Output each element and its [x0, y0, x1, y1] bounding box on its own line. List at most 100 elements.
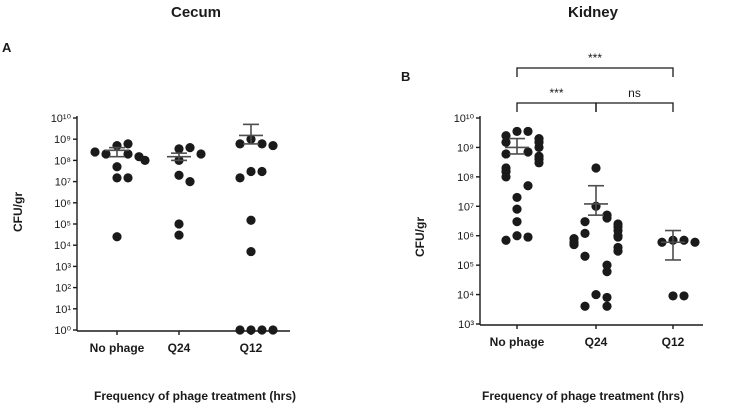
panel-a-data-point	[174, 230, 184, 240]
panel-a-x-axis-label: Frequency of phage treatment (hrs)	[94, 389, 296, 403]
panel-a-y-axis-label: CFU/gr	[11, 192, 25, 232]
panel-b-data-point	[523, 147, 533, 157]
panel-b-data-point	[602, 267, 612, 277]
panel-a-points	[90, 134, 278, 335]
panel-a-data-point	[123, 173, 133, 183]
panel-a-data-point	[101, 149, 111, 159]
panel-a-data-point	[112, 232, 122, 242]
panel-b-title: Kidney	[568, 4, 619, 21]
panel-a-data-point	[112, 173, 122, 183]
panel-a-y-tick-label: 10⁴	[54, 240, 71, 252]
panel-a-data-point	[174, 144, 184, 154]
panel-b-data-point	[512, 231, 522, 241]
panel-a-data-point	[123, 139, 133, 149]
panel-b-data-point	[679, 291, 689, 301]
panel-b-data-point	[501, 137, 511, 147]
panel-a-data-point	[196, 149, 206, 159]
panel-b-data-point	[591, 163, 601, 173]
panel-b-data-point	[523, 126, 533, 137]
panel-b-data-point	[523, 181, 533, 191]
panel-a-category-label: Q24	[168, 341, 191, 355]
panel-b-data-point	[602, 260, 612, 270]
panel-b-category-label: Q24	[585, 335, 608, 349]
panel-a-data-point	[123, 149, 133, 159]
panel-b-data-point	[602, 213, 612, 223]
panel-a-letter: A	[2, 40, 12, 55]
panel-b-letter: B	[401, 69, 410, 84]
panel-b-error-bars	[505, 137, 685, 261]
panel-b-data-point	[580, 217, 590, 227]
panel-b-data-point	[580, 228, 590, 238]
panel-b-y-tick-label: 10⁷	[458, 201, 474, 213]
panel-b-data-point	[534, 142, 544, 153]
panel-a-data-point	[246, 325, 256, 335]
panel-b-data-point	[501, 172, 511, 182]
panel-a-data-point	[246, 246, 256, 257]
panel-a-y-tick-label: 10⁵	[54, 219, 71, 231]
panel-b-comparison-bracket	[595, 102, 674, 112]
panel-a-data-point	[257, 139, 267, 149]
panel-b-comparison-label: ns	[628, 86, 641, 100]
panel-a-y-tick-label: 10²	[55, 283, 71, 295]
panel-a-data-point	[235, 139, 245, 149]
panel-b-data-point	[501, 131, 511, 141]
panel-a-data-point	[235, 173, 245, 183]
panel-b-y-tick-label: 10³	[458, 319, 474, 331]
panel-b-data-point	[591, 289, 601, 300]
panel-b-y-tick-label: 10⁵	[457, 260, 474, 272]
panel-a-data-point	[90, 147, 100, 157]
panel-a-data-point	[268, 325, 278, 335]
panel-a-y-tick-label: 10⁰	[54, 325, 71, 337]
panel-b-category-label: Q12	[662, 335, 685, 349]
panel-b-data-point	[501, 235, 511, 245]
panel-b-data-point	[613, 246, 623, 256]
panel-b-kidney: Kidney B CFU/gr Frequency of phage treat…	[401, 4, 703, 403]
panel-a-data-point	[174, 170, 184, 180]
panel-b-data-point	[534, 158, 544, 168]
panel-a-data-point	[185, 143, 195, 153]
panel-a-data-point	[112, 162, 122, 172]
panel-b-y-tick-label: 10⁹	[457, 142, 474, 154]
panel-a-data-point	[246, 215, 256, 225]
panel-a-y-tick-label: 10⁷	[55, 177, 71, 189]
panel-a-category-label: No phage	[90, 341, 145, 355]
panel-a-error-bars	[105, 123, 263, 162]
panel-b-comparison-label: ***	[588, 51, 602, 65]
panel-b-data-point	[602, 292, 612, 303]
panel-a-data-point	[174, 219, 184, 229]
panel-a-data-point	[257, 166, 267, 177]
panel-a-y-tick-label: 10⁹	[54, 134, 71, 146]
panel-b-x-categories: No phage Q24 Q12	[490, 325, 685, 349]
panel-a-y-tick-label: 10⁶	[54, 198, 71, 210]
panel-b-data-point	[512, 204, 522, 214]
panel-b-comparison-label: ***	[549, 86, 563, 100]
panel-b-y-axis-label: CFU/gr	[413, 217, 427, 257]
panel-a-category-label: Q12	[240, 341, 263, 355]
panel-b-data-point	[512, 192, 522, 203]
panel-b-data-point	[569, 239, 579, 250]
panel-b-comparison-bracket	[516, 67, 674, 77]
panel-b-x-axis-label: Frequency of phage treatment (hrs)	[482, 389, 684, 403]
panel-a-data-point	[235, 325, 245, 335]
panel-a-data-point	[185, 177, 195, 187]
panel-a-y-tick-label: 10¹	[55, 304, 71, 316]
panel-a-data-point	[140, 155, 150, 165]
panel-b-y-tick-label: 10¹⁰	[454, 113, 475, 125]
panel-b-y-tick-label: 10⁶	[457, 231, 474, 243]
panel-b-data-point	[668, 291, 678, 301]
panel-b-comparison-bracket	[516, 102, 597, 112]
panel-b-data-point	[512, 217, 522, 227]
panel-b-y-tick-label: 10⁸	[457, 172, 474, 184]
panel-b-data-point	[602, 301, 612, 311]
panel-a-x-categories: No phage Q24 Q12	[90, 331, 263, 355]
panel-a-y-ticks: 10⁰ 10¹ 10² 10³ 10⁴ 10⁵ 10⁶ 10⁷ 10⁸ 10⁹ 10¹⁰	[51, 113, 77, 337]
panel-a-data-point	[257, 325, 267, 335]
panel-a-y-tick-label: 10⁸	[54, 155, 71, 167]
panel-a-y-tick-label: 10³	[55, 261, 71, 273]
panel-b-points	[501, 126, 700, 311]
panel-b-data-point	[512, 126, 522, 137]
panel-a-y-tick-label: 10¹⁰	[51, 113, 72, 125]
panel-b-data-point	[501, 149, 511, 159]
panel-b-y-tick-label: 10⁴	[457, 290, 474, 302]
